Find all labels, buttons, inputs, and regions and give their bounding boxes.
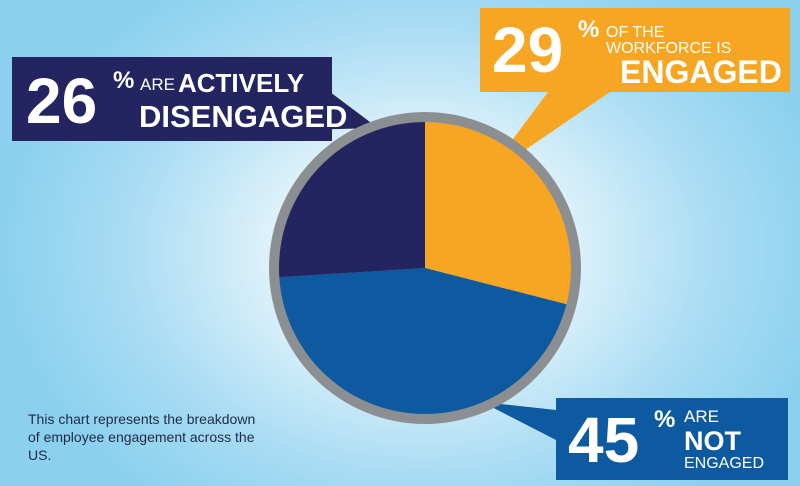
- engaged-small-text-2: WORKFORCE IS: [606, 40, 732, 57]
- callout-disengaged: 26 % ARE ACTIVELY DISENGAGED: [12, 57, 347, 141]
- not-engaged-small-text-2: ENGAGED: [684, 455, 765, 472]
- engaged-percent-sign: %: [578, 16, 600, 43]
- engaged-percent: 29: [492, 14, 564, 86]
- chart-caption: This chart represents the breakdown of e…: [28, 411, 256, 463]
- disengaged-small-text: ARE: [140, 75, 175, 94]
- not-engaged-bold-text: NOT: [684, 426, 741, 456]
- not-engaged-percent: 45: [568, 404, 640, 476]
- engaged-small-text-1: OF THE: [606, 24, 665, 41]
- callout-not-engaged: 45 % ARE NOT ENGAGED: [556, 398, 788, 480]
- callout-engaged: 29 % OF THE WORKFORCE IS ENGAGED: [480, 8, 790, 92]
- disengaged-percent-sign: %: [113, 67, 135, 94]
- disengaged-bold-text-1: ACTIVELY: [178, 68, 305, 98]
- disengaged-percent: 26: [26, 65, 98, 137]
- not-engaged-small-text-1: ARE: [684, 407, 719, 426]
- pie-slice-actively-disengaged: [279, 122, 425, 278]
- disengaged-bold-text-2: DISENGAGED: [139, 99, 348, 134]
- pie-slice-not-engaged: [279, 268, 567, 415]
- pie-slice-engaged: [425, 122, 571, 305]
- not-engaged-percent-sign: %: [654, 406, 676, 433]
- callout-tail-not-engaged: [482, 402, 556, 440]
- engaged-bold-text: ENGAGED: [620, 54, 782, 90]
